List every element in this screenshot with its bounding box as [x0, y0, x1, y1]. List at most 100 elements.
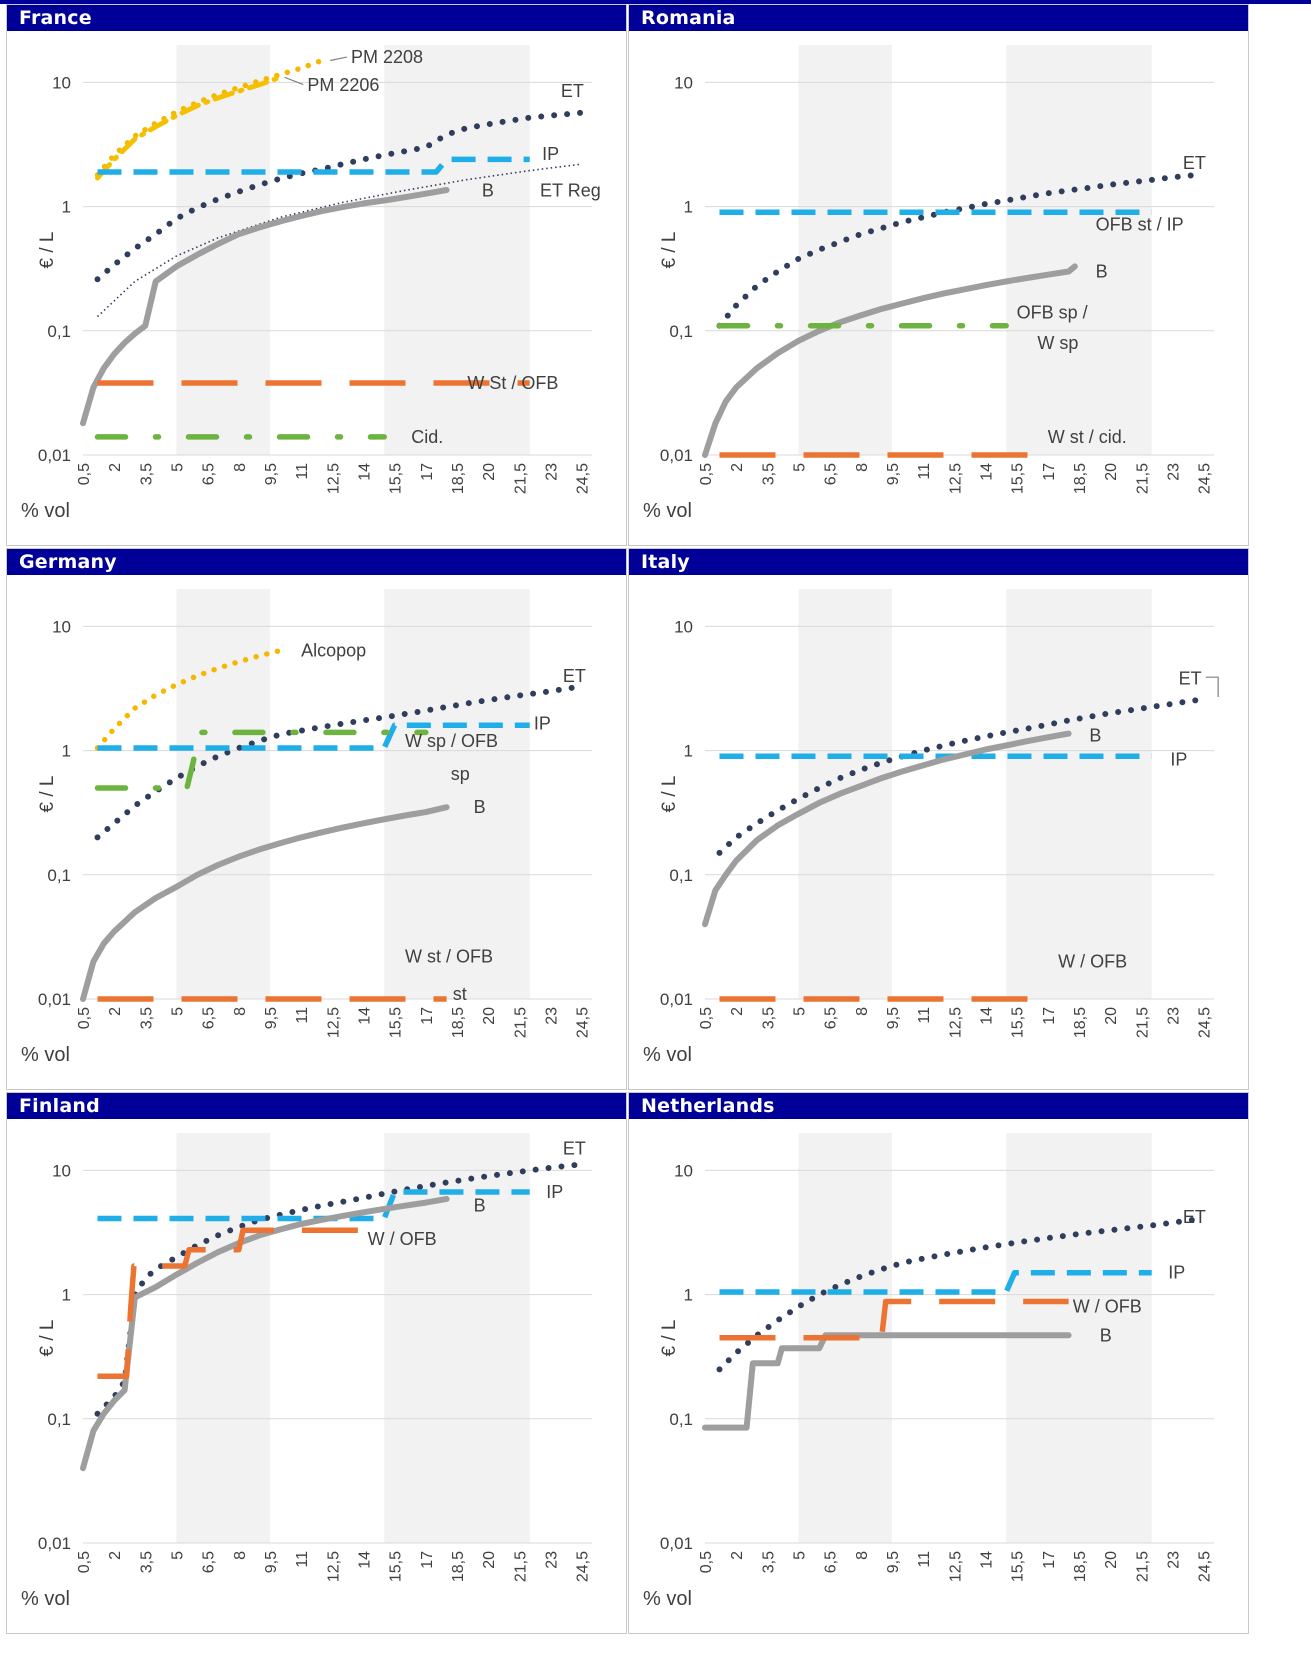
x-tick-label: 8 [232, 1007, 249, 1016]
panel-italy: Italy 0,01 0,1 1 10 0,5 2 3,5 5 6,5 8 9,5 11 12,5 14 15… [628, 548, 1249, 1090]
x-axis-label: % vol [21, 500, 70, 522]
series-line-pm-2206 [95, 74, 283, 181]
x-tick-label: 9,5 [885, 1007, 902, 1029]
x-tick-label: 21,5 [1134, 463, 1151, 494]
x-tick-label: 11 [294, 463, 311, 480]
figure-top-strip [0, 0, 1311, 4]
y-tick-label: 0,1 [47, 322, 71, 341]
x-tick-label: 6,5 [201, 463, 218, 485]
chart-svg: 0,01 0,1 1 10 0,5 2 3,5 5 6,5 8 9,5 11 12,5 14 15,5 17 1… [21, 589, 592, 1066]
x-tick-label: 8 [232, 463, 249, 472]
x-tick-label: 6,5 [201, 1551, 218, 1573]
x-tick-label: 23 [543, 463, 560, 481]
x-tick-label: 21,5 [512, 463, 529, 494]
x-tick-label: 8 [854, 1007, 871, 1016]
x-tick-label: 20 [1103, 463, 1120, 481]
panel-germany: Germany 0,01 0,1 1 10 0,5 2 3,5 5 6,5 8 9,5 11 12,5 14… [6, 548, 627, 1090]
shaded-band [1006, 589, 1152, 999]
x-tick-label: 8 [854, 463, 871, 472]
y-axis-label: € / L [37, 232, 58, 269]
series-annotation-label: B [1100, 1325, 1112, 1345]
x-tick-label: 23 [543, 1551, 560, 1569]
series-line-ip [719, 1269, 1152, 1295]
x-tick-label: 24,5 [1197, 463, 1214, 494]
x-tick-label: 9,5 [263, 1551, 280, 1573]
series-annotation-label: W sp [1037, 333, 1078, 353]
x-tick-label: 6,5 [823, 463, 840, 485]
series-line-ip [97, 156, 530, 175]
x-tick-label: 9,5 [263, 463, 280, 485]
x-tick-label: 6,5 [823, 1551, 840, 1573]
x-tick-label: 18,5 [450, 1007, 467, 1038]
x-tick-label: 8 [232, 1551, 249, 1560]
y-tick-label: 10 [52, 73, 71, 92]
series-annotation-label: W sp / OFB [405, 731, 498, 751]
series-line-et [716, 696, 1207, 856]
series-annotation-label: B [482, 180, 494, 200]
series-annotation-label: B [1089, 726, 1101, 746]
panel-title: Germany [7, 549, 626, 575]
series-line-et [94, 683, 585, 841]
x-tick-label: 9,5 [885, 463, 902, 485]
x-axis-label: % vol [21, 1044, 70, 1066]
series-annotation-label: ET Reg [540, 180, 601, 200]
series-annotation-label: ET [1183, 153, 1206, 173]
x-tick-label: 11 [916, 463, 933, 480]
x-tick-label: 18,5 [450, 1551, 467, 1582]
series-annotation-label: W St / OFB [467, 373, 558, 393]
x-tick-label: 24,5 [1197, 1551, 1214, 1582]
x-tick-label: 15,5 [388, 1551, 405, 1582]
panel-title: Italy [629, 549, 1248, 575]
leader-line [284, 76, 304, 86]
series-annotation-label: B [474, 797, 486, 817]
x-tick-label: 18,5 [1072, 463, 1089, 494]
series-annotation-label: B [474, 1196, 486, 1216]
y-tick-label: 0,1 [669, 866, 693, 885]
x-tick-label: 9,5 [263, 1007, 280, 1029]
x-tick-label: 21,5 [1134, 1007, 1151, 1038]
x-tick-label: 0,5 [698, 1551, 715, 1573]
series-annotation-label: W st / cid. [1048, 427, 1127, 447]
x-tick-label: 8 [854, 1551, 871, 1560]
x-tick-label: 15,5 [1010, 1007, 1027, 1038]
series-annotation-label: IP [1168, 1263, 1185, 1283]
y-axis-label: € / L [659, 776, 680, 813]
series-line-w-sp-ofb-sp [94, 729, 429, 791]
panel-france: France 0,01 0,1 1 10 0,5 2 3,5 5 6,5 8 9,5 11 12,5 14 1… [6, 4, 627, 546]
chart-svg: 0,01 0,1 1 10 0,5 2 3,5 5 6,5 8 9,5 11 12,5 14 15,5 17 1… [21, 45, 601, 522]
x-tick-label: 23 [1165, 1551, 1182, 1569]
x-tick-label: 20 [1103, 1551, 1120, 1569]
x-tick-label: 17 [419, 1551, 436, 1569]
x-tick-label: 5 [791, 1007, 808, 1016]
y-tick-label: 0,01 [38, 446, 71, 465]
x-tick-label: 21,5 [512, 1007, 529, 1038]
x-tick-label: 18,5 [1072, 1551, 1089, 1582]
x-tick-label: 6,5 [201, 1007, 218, 1029]
x-tick-label: 15,5 [1010, 1551, 1027, 1582]
x-tick-label: 14 [356, 463, 373, 481]
x-tick-label: 2 [729, 1551, 746, 1560]
y-tick-label: 1 [62, 742, 71, 761]
x-tick-label: 5 [791, 1551, 808, 1560]
x-tick-label: 0,5 [76, 463, 93, 485]
x-tick-label: 2 [729, 463, 746, 472]
shaded-band [384, 45, 530, 455]
x-tick-label: 2 [107, 1551, 124, 1560]
series-annotation-label: ET [563, 666, 586, 686]
series-line-w-ofb [97, 1227, 385, 1380]
x-tick-label: 18,5 [450, 463, 467, 494]
series-annotation-label: st [453, 984, 467, 1004]
x-tick-label: 14 [978, 1007, 995, 1025]
shaded-band [176, 589, 270, 999]
x-tick-label: 12,5 [325, 1551, 342, 1582]
x-tick-label: 0,5 [76, 1551, 93, 1573]
x-tick-label: 9,5 [885, 1551, 902, 1573]
series-line-b [702, 730, 1072, 928]
x-tick-label: 23 [543, 1007, 560, 1025]
panel-netherlands: Netherlands 0,01 0,1 1 10 0,5 2 3,5 5 6,5 8 9,5 11 12… [628, 1092, 1249, 1634]
x-tick-label: 5 [169, 463, 186, 472]
x-tick-label: 17 [1041, 1551, 1058, 1569]
y-tick-label: 1 [62, 1286, 71, 1305]
series-annotation-label: Cid. [411, 427, 443, 447]
x-tick-label: 0,5 [698, 1007, 715, 1029]
